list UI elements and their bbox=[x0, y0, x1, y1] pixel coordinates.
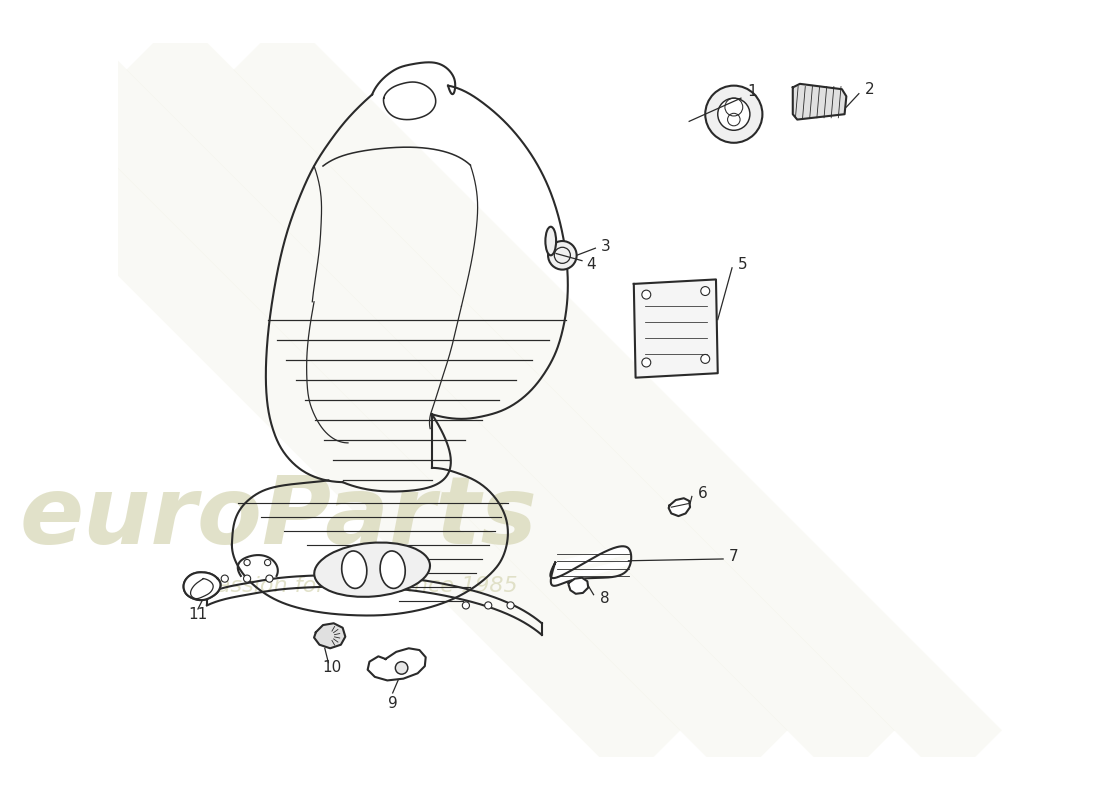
Text: euroParts: euroParts bbox=[20, 472, 537, 564]
Text: 6: 6 bbox=[697, 486, 707, 502]
Text: 2: 2 bbox=[865, 82, 874, 97]
Circle shape bbox=[266, 575, 273, 582]
Ellipse shape bbox=[315, 542, 430, 597]
Polygon shape bbox=[634, 279, 718, 378]
Circle shape bbox=[641, 358, 651, 367]
Text: 4: 4 bbox=[586, 257, 596, 272]
Circle shape bbox=[243, 575, 251, 582]
Polygon shape bbox=[367, 648, 426, 681]
Ellipse shape bbox=[342, 551, 366, 589]
Circle shape bbox=[718, 98, 750, 130]
Text: a passion for Parts since 1985: a passion for Parts since 1985 bbox=[182, 576, 518, 596]
Circle shape bbox=[244, 559, 250, 566]
Text: 11: 11 bbox=[188, 607, 208, 622]
Circle shape bbox=[221, 575, 229, 582]
Text: 7: 7 bbox=[729, 549, 738, 564]
Text: 10: 10 bbox=[322, 661, 342, 675]
Text: 8: 8 bbox=[600, 590, 609, 606]
Circle shape bbox=[485, 602, 492, 609]
Ellipse shape bbox=[546, 226, 557, 255]
Text: 5: 5 bbox=[738, 257, 748, 272]
Ellipse shape bbox=[381, 551, 405, 589]
Circle shape bbox=[462, 602, 470, 609]
Polygon shape bbox=[793, 84, 846, 119]
Polygon shape bbox=[315, 623, 345, 648]
Circle shape bbox=[701, 354, 710, 363]
Text: 3: 3 bbox=[602, 239, 610, 254]
Polygon shape bbox=[569, 578, 589, 594]
Text: 1: 1 bbox=[747, 84, 757, 99]
Circle shape bbox=[507, 602, 514, 609]
Text: 9: 9 bbox=[388, 696, 397, 711]
Circle shape bbox=[705, 86, 762, 142]
Circle shape bbox=[641, 290, 651, 299]
Circle shape bbox=[395, 662, 408, 674]
Circle shape bbox=[548, 241, 576, 270]
Circle shape bbox=[264, 559, 271, 566]
Circle shape bbox=[701, 286, 710, 295]
Polygon shape bbox=[184, 572, 220, 600]
Polygon shape bbox=[669, 498, 690, 516]
Polygon shape bbox=[556, 547, 630, 586]
